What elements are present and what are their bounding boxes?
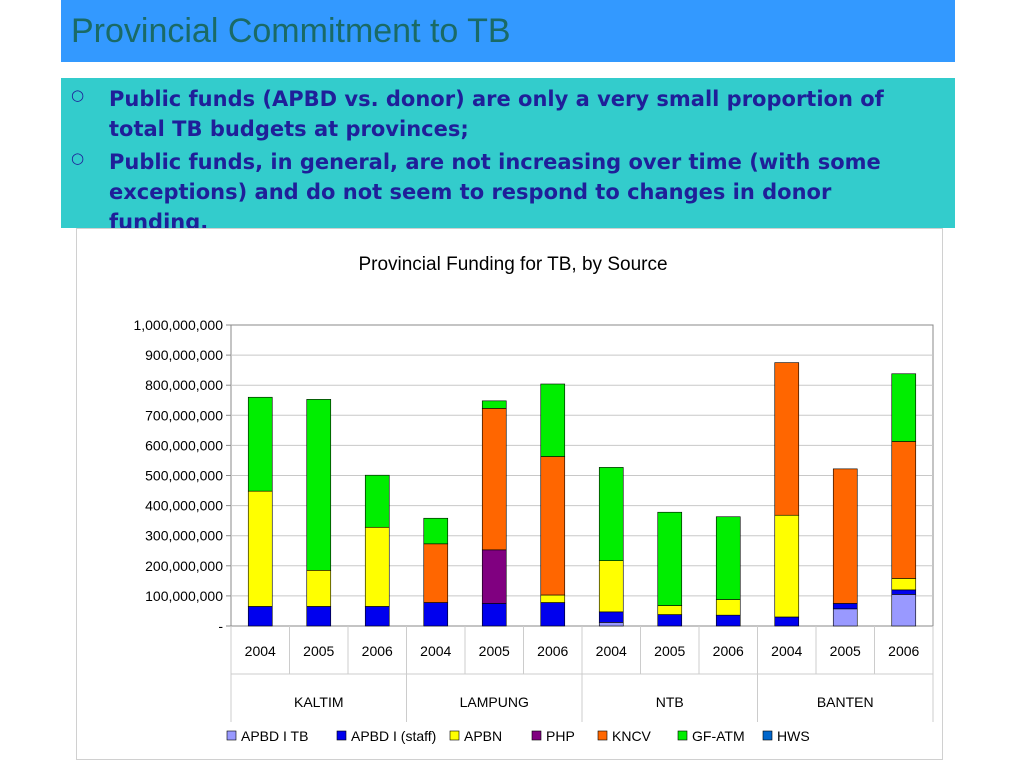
bar-segment-gf-atm: [598, 467, 624, 561]
bar-segment-apbd-i-staff-: [891, 589, 917, 595]
legend-swatch: [597, 730, 608, 741]
bar-segment-gf-atm: [247, 396, 273, 492]
x-tick-label: 2004: [420, 643, 451, 659]
x-tick-label: 2005: [830, 643, 861, 659]
bar-segment-apbd-i-staff-: [715, 614, 741, 627]
bar-segment-apbn: [774, 514, 800, 618]
bar-segment-kncv: [832, 468, 858, 604]
y-tick-label: 400,000,000: [145, 498, 223, 514]
x-tick-label: 2004: [596, 643, 627, 659]
bar-segment-gf-atm: [540, 383, 566, 457]
y-tick-label: 200,000,000: [145, 558, 223, 574]
bullet-marker: ○: [71, 149, 85, 167]
bar-segment-gf-atm: [306, 399, 332, 571]
bar-segment-apbn: [364, 526, 390, 607]
legend-swatch: [762, 730, 773, 741]
bar-segment-gf-atm: [657, 511, 683, 606]
x-tick-label: 2006: [537, 643, 568, 659]
y-tick-label: 1,000,000,000: [133, 317, 223, 333]
bar-segment-apbn: [306, 570, 332, 607]
legend-label: KNCV: [612, 728, 652, 744]
bullet-text: Public funds, in general, are not increa…: [109, 150, 881, 228]
legend-label: APBD I TB: [241, 728, 308, 744]
bar-segment-apbd-i-tb: [891, 594, 917, 627]
bar-segment-php: [481, 549, 507, 604]
x-tick-label: 2005: [479, 643, 510, 659]
bar-segment-apbd-i-staff-: [423, 602, 449, 627]
bar-segment-kncv: [774, 362, 800, 516]
bullet-marker: ○: [71, 86, 85, 104]
bar-segment-kncv: [540, 456, 566, 596]
x-tick-label: 2004: [771, 643, 802, 659]
x-tick-label: 2005: [654, 643, 685, 659]
bullet-text: Public funds (APBD vs. donor) are only a…: [109, 87, 884, 141]
y-tick-label: 100,000,000: [145, 588, 223, 604]
y-tick-label: 300,000,000: [145, 528, 223, 544]
legend-label: APBN: [464, 728, 502, 744]
x-tick-label: 2006: [362, 643, 393, 659]
bar-segment-gf-atm: [364, 474, 390, 528]
bar-segment-apbd-i-staff-: [481, 603, 507, 627]
legend-swatch: [677, 730, 688, 741]
y-tick-label: -: [218, 618, 223, 634]
legend-swatch: [336, 730, 347, 741]
bar-segment-apbd-i-tb: [832, 608, 858, 627]
group-label: BANTEN: [817, 694, 874, 710]
y-tick-label: 700,000,000: [145, 407, 223, 423]
bar-segment-apbd-i-staff-: [657, 614, 683, 627]
legend-swatch: [449, 730, 460, 741]
legend-label: APBD I (staff): [351, 728, 436, 744]
group-label: KALTIM: [294, 694, 344, 710]
x-tick-label: 2006: [713, 643, 744, 659]
bar-segment-apbn: [247, 490, 273, 607]
legend-label: PHP: [546, 728, 575, 744]
group-label: NTB: [656, 694, 684, 710]
bar-segment-gf-atm: [423, 517, 449, 545]
y-tick-label: 800,000,000: [145, 377, 223, 393]
legend-label: GF-ATM: [692, 728, 745, 744]
bar-segment-apbd-i-staff-: [306, 606, 332, 627]
legend-swatch: [226, 730, 237, 741]
bar-segment-apbd-i-staff-: [364, 606, 390, 627]
bar-segment-apbn: [598, 560, 624, 613]
title-bar: Provincial Commitment to TB: [61, 0, 955, 62]
group-label: LAMPUNG: [460, 694, 529, 710]
bar-segment-apbn: [715, 599, 741, 616]
bar-segment-apbn: [891, 578, 917, 591]
y-tick-label: 900,000,000: [145, 347, 223, 363]
bar-segment-apbn: [657, 605, 683, 615]
chart-panel: Provincial Funding for TB, by Source - 10…: [76, 228, 943, 760]
chart-title: Provincial Funding for TB, by Source: [358, 254, 667, 275]
legend-label: HWS: [777, 728, 810, 744]
bar-segment-apbn: [540, 594, 566, 603]
legend-swatch: [531, 730, 542, 741]
bar-segment-gf-atm: [481, 400, 507, 409]
bullet-box: ○ Public funds (APBD vs. donor) are only…: [61, 78, 955, 228]
x-tick-label: 2004: [245, 643, 276, 659]
bar-segment-gf-atm: [715, 516, 741, 600]
bar-segment-gf-atm: [891, 373, 917, 442]
bar-segment-kncv: [423, 543, 449, 603]
bar-segment-kncv: [481, 408, 507, 551]
bar-chart: Provincial Funding for TB, by Source - 10…: [133, 254, 934, 744]
bar-segment-kncv: [891, 441, 917, 579]
x-tick-label: 2006: [888, 643, 919, 659]
bar-segment-apbd-i-staff-: [774, 616, 800, 627]
slide-title: Provincial Commitment to TB: [71, 12, 511, 50]
bar-segment-apbd-i-staff-: [598, 611, 624, 623]
bar-segment-apbd-i-staff-: [247, 606, 273, 627]
bar-segment-apbd-i-staff-: [540, 602, 566, 627]
bar-segment-apbd-i-staff-: [832, 603, 858, 610]
y-tick-label: 500,000,000: [145, 468, 223, 484]
x-tick-label: 2005: [303, 643, 334, 659]
bar-segment-apbd-i-tb: [598, 622, 624, 627]
y-tick-label: 600,000,000: [145, 437, 223, 453]
